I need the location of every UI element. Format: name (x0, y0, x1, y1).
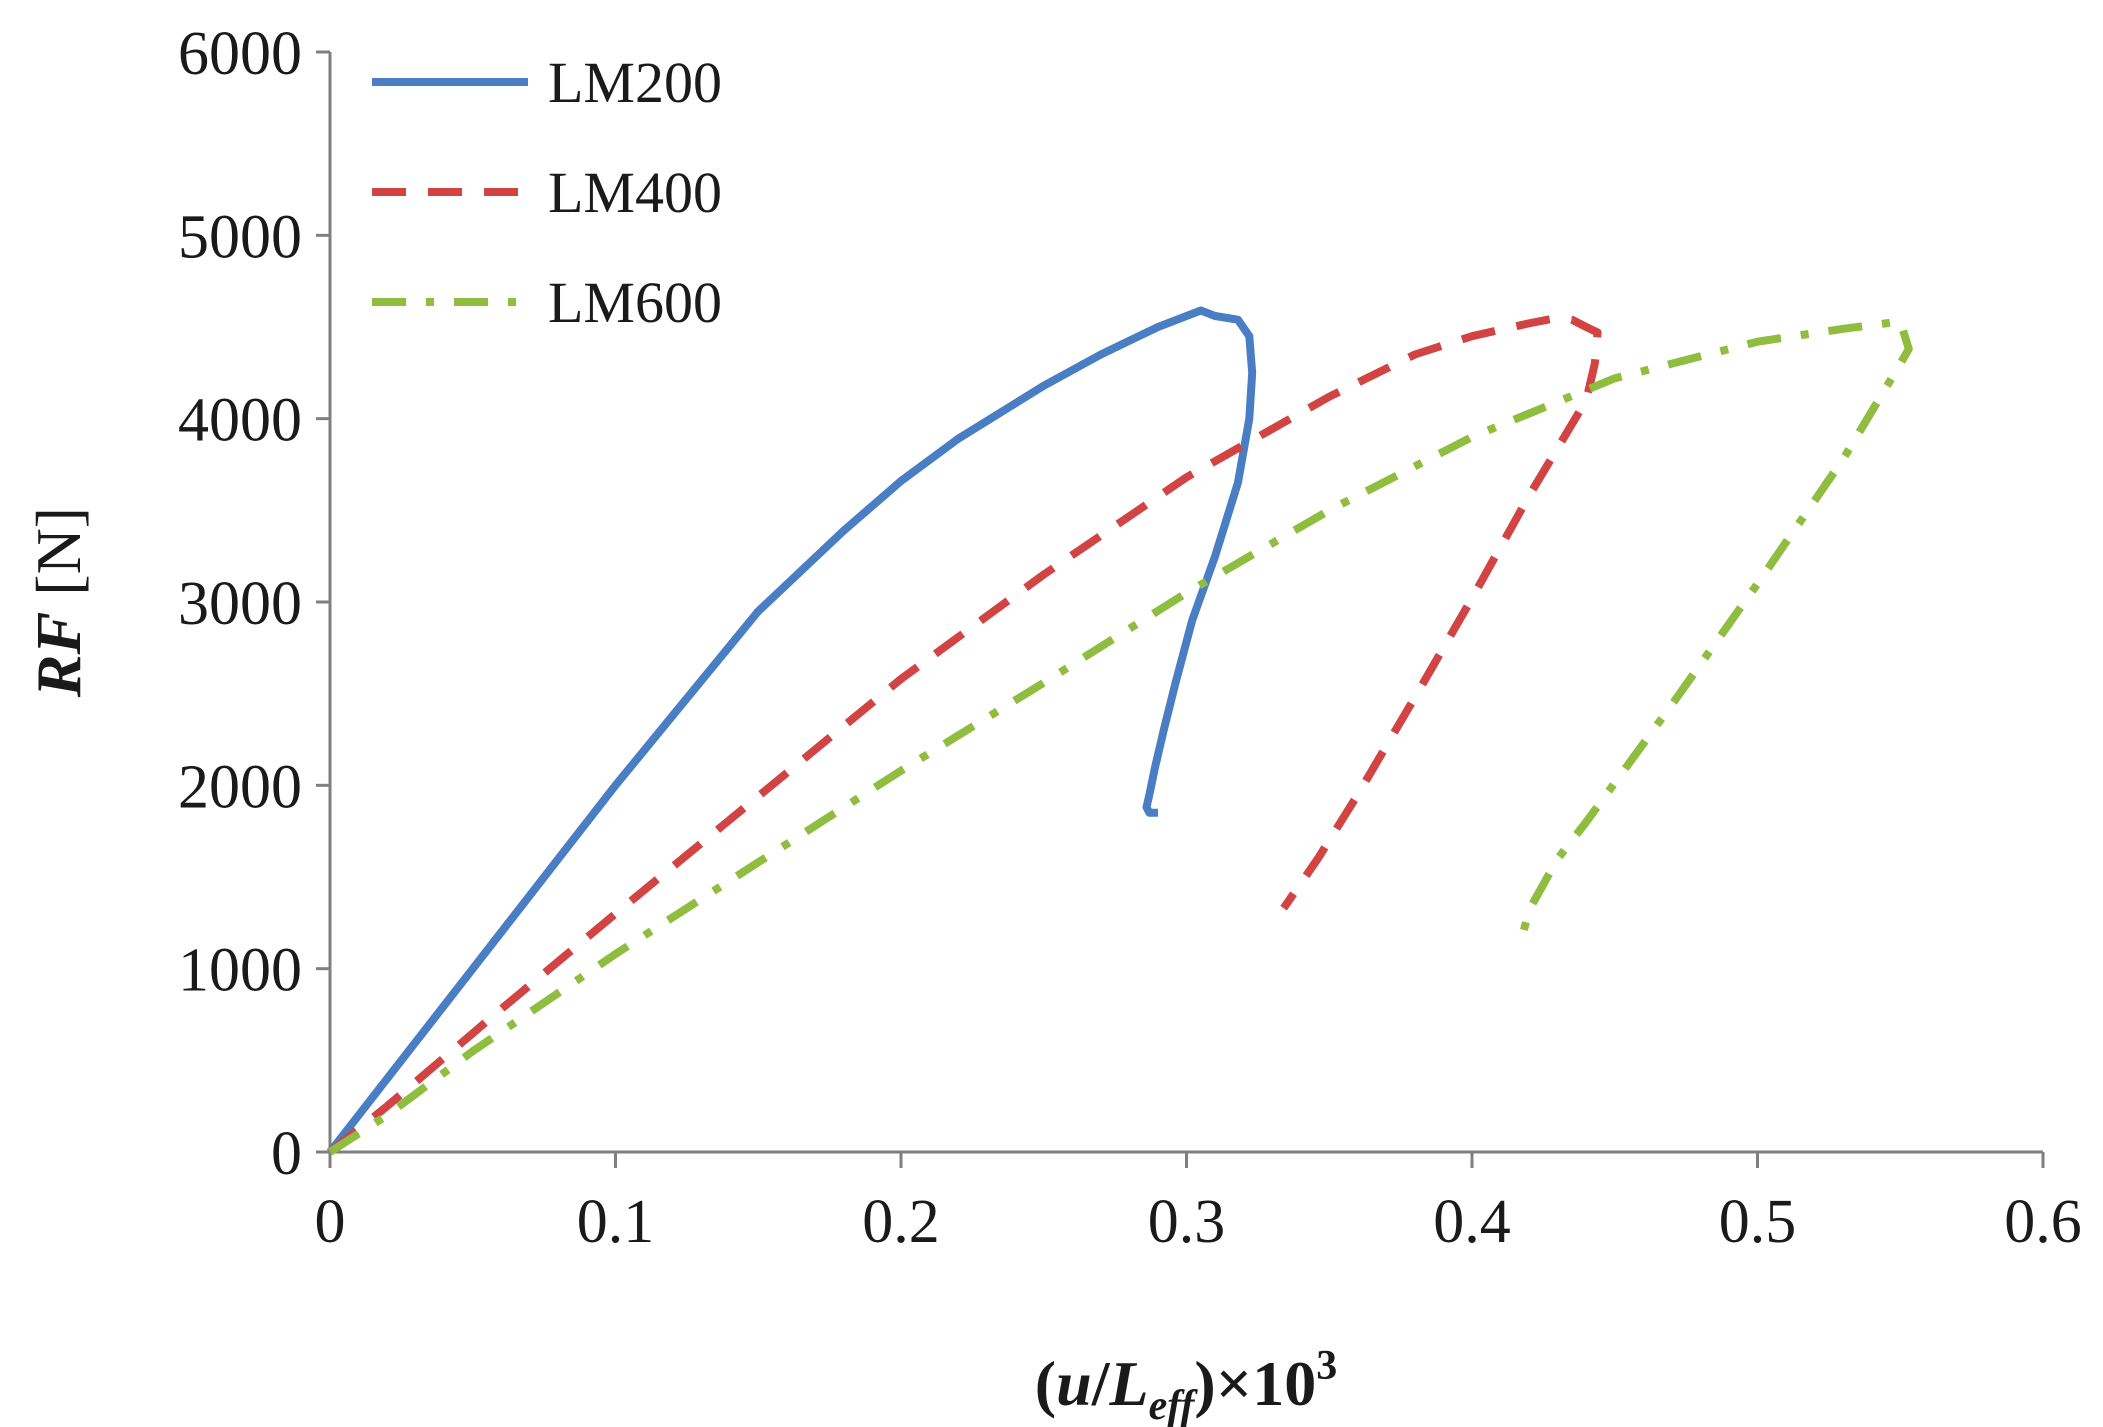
series-group (326, 306, 1913, 1156)
legend-label-lm600: LM600 (548, 270, 722, 335)
x-axis-title: (u/Leff)×103 (1035, 1343, 1337, 1427)
x-tick-label: 0.3 (1148, 1188, 1226, 1256)
y-tick-label: 2000 (178, 753, 302, 821)
y-tick-label: 6000 (178, 20, 302, 88)
x-tick-label: 0.5 (1719, 1188, 1797, 1256)
x-tick-label: 0.6 (2004, 1188, 2082, 1256)
x-tick-label: 0.2 (862, 1188, 940, 1256)
x-ticks: 0 0.1 0.2 0.3 0.4 0.5 0.6 (315, 1152, 2082, 1256)
series-line-lm600 (327, 317, 1913, 1156)
x-tick-label: 0.1 (577, 1188, 655, 1256)
y-tick-label: 4000 (178, 387, 302, 455)
legend-label-lm400: LM400 (548, 160, 722, 225)
x-tick-label: 0 (315, 1188, 346, 1256)
y-axis-title: RF [N] (23, 507, 94, 698)
x-tick-label: 0.4 (1433, 1188, 1511, 1256)
legend-label-lm200: LM200 (548, 50, 722, 115)
y-tick-label: 5000 (178, 203, 302, 271)
series-line-lm400 (327, 313, 1602, 1156)
y-tick-label: 0 (271, 1120, 302, 1188)
legend: LM200 LM400 LM600 (372, 50, 722, 335)
series-line-lm200 (326, 306, 1257, 1155)
y-tick-label: 3000 (178, 570, 302, 638)
y-ticks: 0 1000 2000 3000 4000 5000 6000 (178, 20, 330, 1188)
y-tick-label: 1000 (178, 937, 302, 1005)
